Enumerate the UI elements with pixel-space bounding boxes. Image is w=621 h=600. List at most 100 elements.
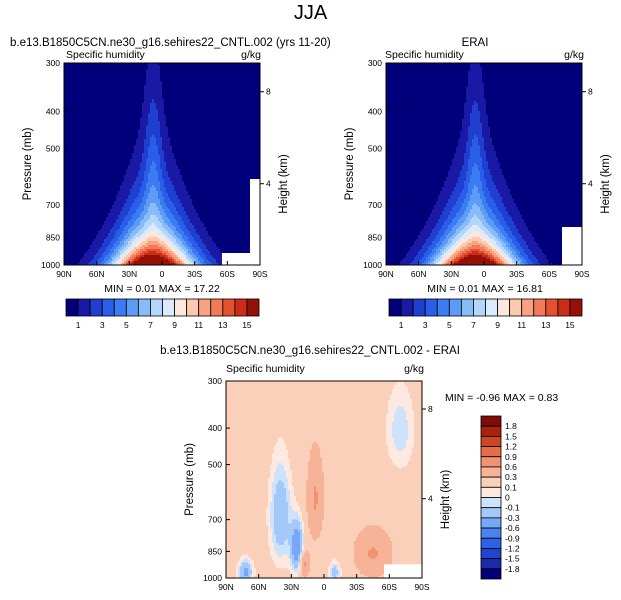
diff-contour-cell (336, 576, 339, 579)
obs-contour-cell (450, 243, 455, 246)
obs-contour-cell (466, 97, 485, 100)
diff-contour-cell (298, 564, 301, 567)
model-contour-cell (144, 173, 149, 176)
model-contour-cell (180, 233, 185, 236)
obs-contour-cell (468, 163, 475, 166)
obs-contour-cell (436, 251, 441, 254)
obs-contour-cell (500, 223, 507, 226)
model-contour-cell (104, 259, 109, 262)
model-contour-cell (116, 263, 121, 266)
obs-contour-cell (448, 217, 455, 220)
obs-contour-cell (442, 211, 451, 214)
model-contour-cell (132, 203, 141, 206)
diff-contour-cell (268, 494, 273, 497)
diff-contour-cell (308, 511, 325, 515)
obs-contour-cell (484, 93, 583, 96)
obs-contour-cell (516, 227, 529, 230)
obs-contour-cell (478, 105, 487, 108)
obs-contour-cell (494, 257, 499, 260)
diff-contour-cell (292, 574, 299, 577)
diff-contour-cell (300, 564, 303, 567)
diff-contour-cell (302, 540, 305, 544)
model-contour-cell (178, 263, 183, 266)
obs-contour-cell (518, 229, 529, 232)
obs-contour-cell (458, 181, 465, 184)
model-contour-cell (174, 247, 179, 250)
diff-contour-cell (300, 542, 303, 546)
model-contour-cell (180, 173, 261, 176)
diff-contour-cell (272, 488, 277, 491)
diff-contour-cell (272, 453, 289, 456)
model-contour-cell (164, 101, 261, 104)
model-contour-cell (194, 263, 199, 266)
obs-contour-cell (482, 73, 583, 76)
obs-contour-cell (434, 227, 443, 230)
model-contour-cell (164, 245, 169, 248)
obs-contour-cell (484, 225, 491, 228)
obs-contour-cell (482, 255, 489, 258)
diff-contour-cell (292, 535, 301, 538)
obs-contour-cell (454, 263, 497, 266)
model-contour-cell (178, 167, 261, 170)
model-contour-cell (64, 223, 105, 226)
diff-contour-cell (226, 498, 269, 501)
model-contour-cell (160, 249, 165, 252)
diff-contour-cell (302, 552, 305, 555)
model-contour-cell (210, 253, 223, 256)
colorbar-label: 5 (124, 320, 129, 330)
diff-contour-cell (300, 527, 303, 530)
diff-contour-cell (302, 542, 305, 546)
obs-contour-cell (386, 209, 433, 212)
model-contour-cell (160, 165, 167, 168)
obs-contour-cell (486, 197, 493, 200)
obs-contour-cell (480, 171, 485, 174)
diff-contour-cell (294, 488, 307, 491)
model-contour-cell (136, 219, 143, 222)
diff-contour-cell (288, 453, 311, 456)
diff-contour-cell (270, 466, 277, 470)
model-contour-cell (110, 251, 115, 254)
model-contour-cell (150, 189, 157, 192)
diff-contour-cell (248, 572, 253, 575)
model-contour-cell (102, 261, 107, 264)
obs-contour-cell (482, 223, 489, 226)
diff-contour-cell (312, 537, 319, 540)
diff-contour-cell (392, 558, 423, 561)
diff-contour-cell (392, 392, 411, 396)
model-contour-cell (162, 147, 173, 150)
obs-contour-cell (488, 205, 497, 208)
model-ytick-label: 1000 (41, 260, 60, 270)
diff-contour-cell (332, 574, 337, 577)
obs-contour-cell (546, 255, 563, 258)
obs-contour-cell (422, 263, 427, 266)
diff-contour-cell (226, 421, 387, 425)
model-contour-cell (174, 261, 177, 264)
obs-contour-cell (386, 169, 451, 172)
diff-contour-cell (276, 484, 285, 487)
obs-contour-cell (478, 137, 485, 140)
model-contour-cell (130, 163, 141, 166)
model-contour-cell (64, 189, 121, 192)
model-contour-cell (162, 81, 261, 84)
obs-contour-cell (484, 207, 491, 210)
model-contour-cell (140, 189, 147, 192)
model-contour-cell (162, 149, 173, 152)
diff-contour-cell (364, 527, 383, 530)
model-contour-cell (124, 241, 129, 244)
diff-contour-cell (384, 529, 423, 532)
diff-contour-cell (226, 435, 387, 438)
obs-contour-cell (514, 255, 519, 258)
diff-contour-cell (302, 570, 311, 573)
model-contour-cell (134, 221, 141, 224)
obs-contour-cell (468, 83, 485, 86)
obs-contour-cell (462, 119, 471, 122)
obs-contour-cell (424, 253, 431, 256)
model-contour-cell (144, 247, 163, 250)
obs-contour-cell (470, 249, 481, 252)
obs-contour-cell (444, 253, 449, 256)
diff-contour-cell (288, 517, 301, 520)
model-contour-cell (172, 201, 181, 204)
diff-contour-cell (392, 542, 423, 546)
model-contour-cell (138, 231, 145, 234)
obs-contour-cell (472, 167, 479, 170)
